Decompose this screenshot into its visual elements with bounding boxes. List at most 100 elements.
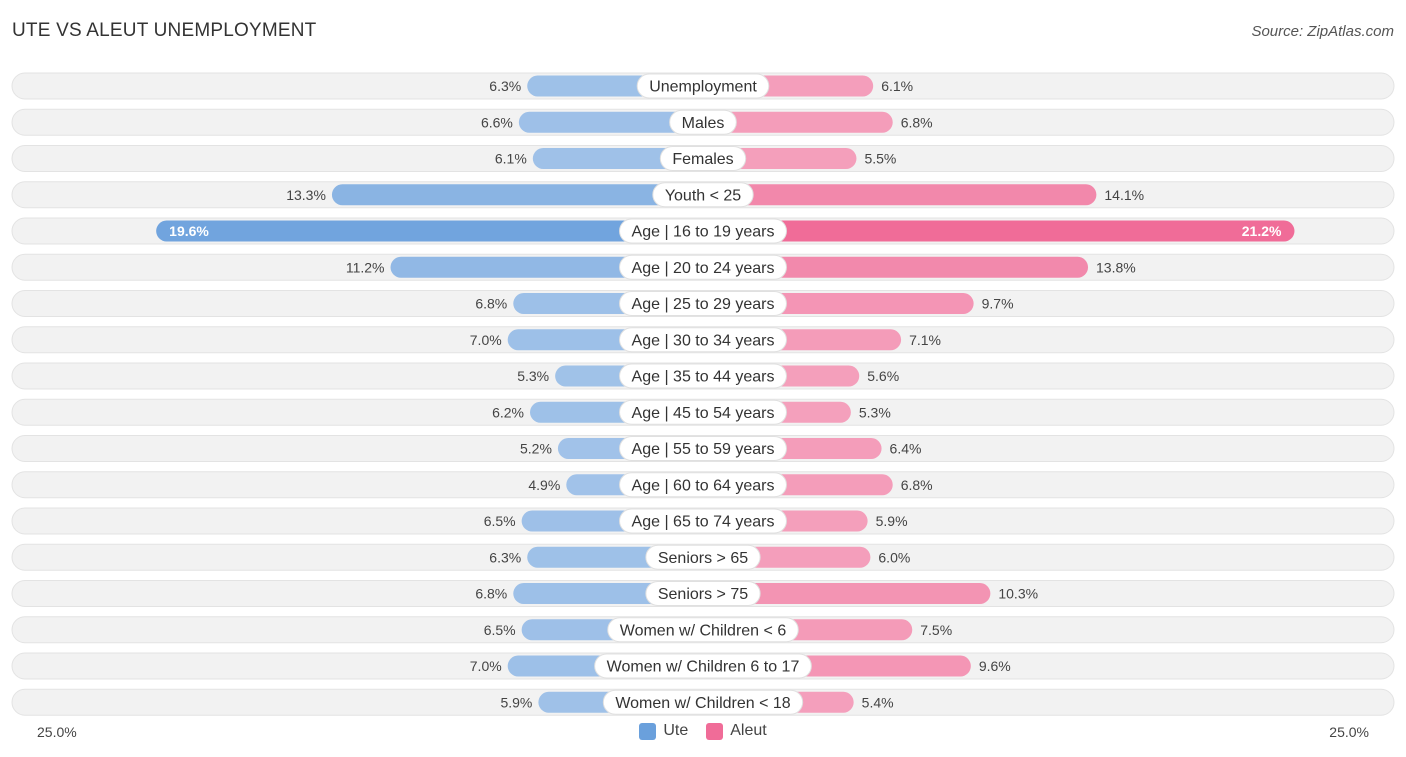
category-label: Seniors > 65 xyxy=(658,550,748,567)
category-label: Males xyxy=(682,115,725,132)
value-label-aleut: 6.8% xyxy=(901,114,933,130)
category-row: 6.5% 5.9% Age | 65 to 74 years xyxy=(11,507,1395,535)
category-pill xyxy=(602,689,804,715)
value-label-aleut: 5.4% xyxy=(862,694,894,710)
legend-swatch-ute xyxy=(639,722,657,740)
value-label-aleut: 6.8% xyxy=(901,477,933,493)
category-label: Women w/ Children < 18 xyxy=(615,695,790,712)
bar-ute[interactable] xyxy=(331,184,703,206)
category-pill xyxy=(669,109,737,135)
legend-label-aleut: Aleut xyxy=(730,722,767,739)
category-pill xyxy=(659,146,747,171)
value-label-ute: 6.5% xyxy=(484,622,516,638)
bar-ute[interactable] xyxy=(156,220,703,242)
bar-aleut[interactable] xyxy=(703,583,991,604)
category-label: Age | 60 to 64 years xyxy=(632,477,775,494)
category-row: 4.9% 6.8% Age | 60 to 64 years xyxy=(11,471,1395,499)
value-label-ute: 11.2% xyxy=(346,259,385,275)
value-label-ute: 5.9% xyxy=(500,694,532,710)
legend: Ute Aleut xyxy=(0,722,1406,740)
bar-ute[interactable] xyxy=(518,111,703,133)
bar-aleut[interactable] xyxy=(703,220,1295,242)
value-label-aleut: 21.2% xyxy=(1242,223,1282,239)
value-label-ute: 4.9% xyxy=(528,477,560,493)
value-label-ute: 19.6% xyxy=(169,223,209,239)
bar-aleut[interactable] xyxy=(703,111,893,133)
category-label: Age | 20 to 24 years xyxy=(632,260,775,277)
value-label-ute: 13.3% xyxy=(286,187,326,203)
value-label-ute: 7.0% xyxy=(470,658,502,674)
value-label-aleut: 6.1% xyxy=(881,78,913,94)
category-row: 6.8% 9.7% Age | 25 to 29 years xyxy=(11,290,1395,317)
bar-ute[interactable] xyxy=(532,148,703,169)
category-pill xyxy=(645,581,761,606)
category-row: 5.2% 6.4% Age | 55 to 59 years xyxy=(11,435,1395,462)
value-label-aleut: 9.6% xyxy=(979,658,1011,674)
value-label-aleut: 13.8% xyxy=(1096,259,1136,275)
value-label-aleut: 6.0% xyxy=(878,549,910,565)
category-pill xyxy=(607,617,799,643)
value-label-aleut: 6.4% xyxy=(890,441,922,457)
category-label: Youth < 25 xyxy=(665,187,741,204)
category-label: Age | 65 to 74 years xyxy=(632,514,775,531)
category-pill xyxy=(619,327,787,353)
value-label-aleut: 5.3% xyxy=(859,404,891,420)
legend-item-ute[interactable]: Ute xyxy=(639,722,688,740)
value-label-aleut: 10.3% xyxy=(998,586,1038,602)
value-label-ute: 6.8% xyxy=(475,296,507,312)
value-label-aleut: 9.7% xyxy=(982,296,1014,312)
value-label-ute: 6.6% xyxy=(481,114,513,130)
category-label: Women w/ Children 6 to 17 xyxy=(607,659,800,676)
value-label-ute: 7.0% xyxy=(470,332,502,348)
value-label-ute: 5.3% xyxy=(517,368,549,384)
category-pill xyxy=(619,218,787,244)
chart-source: Source: ZipAtlas.com xyxy=(1251,23,1394,40)
chart-title: UTE VS ALEUT UNEMPLOYMENT xyxy=(12,20,317,41)
category-row: 6.2% 5.3% Age | 45 to 54 years xyxy=(11,398,1395,426)
category-label: Age | 35 to 44 years xyxy=(632,369,775,386)
category-row: 6.3% 6.1% Unemployment xyxy=(11,72,1395,100)
bar-aleut[interactable] xyxy=(703,184,1097,206)
value-label-ute: 6.1% xyxy=(495,151,527,167)
axis-right-label: 25.0% xyxy=(1329,724,1369,740)
category-pill xyxy=(619,472,787,498)
category-row: 6.5% 7.5% Women w/ Children < 6 xyxy=(11,616,1395,644)
category-row: 6.1% 5.5% Females xyxy=(11,145,1395,172)
category-pill xyxy=(636,73,770,99)
category-row: 5.3% 5.6% Age | 35 to 44 years xyxy=(11,362,1395,390)
category-label: Age | 55 to 59 years xyxy=(632,441,775,458)
category-row: 11.2% 13.8% Age | 20 to 24 years xyxy=(11,253,1395,281)
value-label-aleut: 7.5% xyxy=(920,622,952,638)
bar-aleut[interactable] xyxy=(703,256,1089,278)
category-label: Age | 45 to 54 years xyxy=(632,405,775,422)
category-pill xyxy=(619,399,787,425)
category-row: 7.0% 7.1% Age | 30 to 34 years xyxy=(11,326,1395,354)
category-pill xyxy=(619,508,787,534)
value-label-ute: 6.2% xyxy=(492,404,524,420)
category-label: Age | 16 to 19 years xyxy=(632,224,775,241)
category-label: Age | 30 to 34 years xyxy=(632,332,775,349)
category-label: Females xyxy=(672,151,733,168)
category-pill xyxy=(619,363,787,389)
category-pill xyxy=(594,653,812,679)
category-label: Women w/ Children < 6 xyxy=(620,622,787,639)
value-label-ute: 6.3% xyxy=(489,549,521,565)
category-label: Age | 25 to 29 years xyxy=(632,296,775,313)
value-label-ute: 6.3% xyxy=(489,78,521,94)
legend-label-ute: Ute xyxy=(663,722,689,739)
value-label-aleut: 5.5% xyxy=(864,151,896,167)
value-label-ute: 6.5% xyxy=(484,513,516,529)
value-label-aleut: 5.9% xyxy=(876,513,908,529)
value-label-aleut: 7.1% xyxy=(909,332,941,348)
category-row: 5.9% 5.4% Women w/ Children < 18 xyxy=(11,688,1395,716)
category-pill xyxy=(619,436,787,461)
category-row: 19.6% 21.2% Age | 16 to 19 years xyxy=(11,217,1395,245)
legend-swatch-aleut xyxy=(706,722,724,740)
axis-left-label: 25.0% xyxy=(37,724,77,740)
legend-item-aleut[interactable]: Aleut xyxy=(706,722,767,740)
value-label-aleut: 14.1% xyxy=(1104,187,1144,203)
value-label-ute: 6.8% xyxy=(475,586,507,602)
value-label-ute: 5.2% xyxy=(520,441,552,457)
